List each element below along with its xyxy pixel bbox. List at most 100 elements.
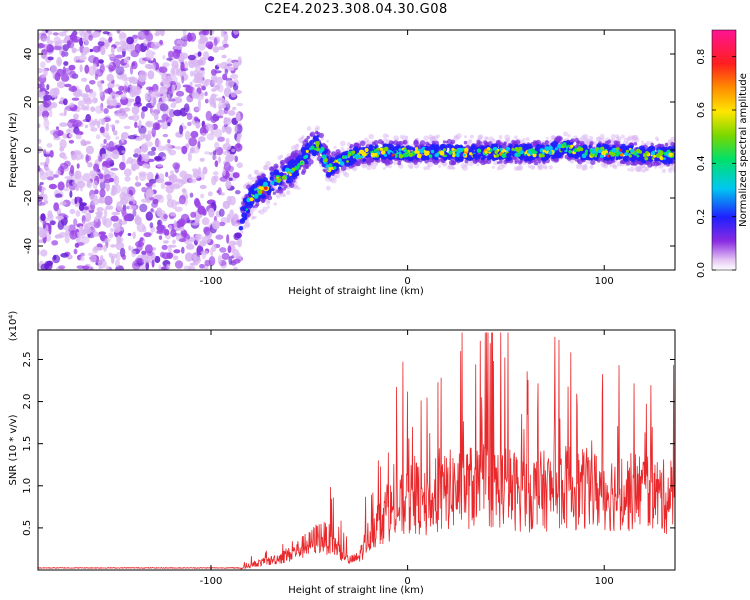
spectrogram-noise-blob bbox=[223, 161, 231, 172]
spectrogram-ridge-blob bbox=[479, 145, 484, 150]
spectrogram-ridge-core bbox=[562, 142, 567, 147]
spectrogram-noise-blob bbox=[59, 112, 66, 117]
spectrogram-noise-blob bbox=[109, 124, 115, 128]
spectrogram-ridge-blob bbox=[491, 138, 496, 143]
spectrogram-noise-blob bbox=[53, 202, 60, 212]
spectrogram-noise-blob bbox=[103, 207, 108, 218]
spectrogram-ridge-core bbox=[636, 148, 641, 153]
spectrogram-noise-blob bbox=[198, 57, 206, 66]
spectrogram-noise-blob bbox=[102, 244, 108, 252]
spectrogram-noise-blob bbox=[90, 106, 96, 112]
spectrogram-noise-blob bbox=[111, 184, 116, 193]
spectrogram-ridge-core bbox=[642, 153, 647, 158]
spectrogram-noise-blob bbox=[93, 65, 98, 73]
spectrogram-noise-blob bbox=[226, 234, 230, 244]
spectrogram-noise-blob bbox=[38, 123, 41, 129]
spectrogram-ridge-core bbox=[653, 154, 657, 158]
spectrogram-ridge-blob bbox=[405, 145, 412, 151]
spectrogram-ridge-blob bbox=[383, 167, 386, 170]
spectrogram-ridge-core bbox=[519, 150, 524, 155]
spectrogram-ridge-blob bbox=[262, 206, 268, 213]
spectrogram-ridge-core bbox=[322, 154, 325, 158]
spectrogram-noise-blob bbox=[166, 252, 173, 259]
spectrogram-noise-blob bbox=[177, 69, 181, 74]
spectrogram-ridge-blob bbox=[637, 157, 641, 161]
spectrogram-ridge-blob bbox=[339, 140, 346, 147]
spectrogram-ridge-blob bbox=[368, 133, 375, 140]
spectrogram-ridge-core bbox=[245, 208, 248, 211]
spectrogram-noise-blob bbox=[127, 233, 132, 236]
spectrogram-noise-blob bbox=[232, 106, 237, 111]
spectrogram-y-tick-label: 20 bbox=[23, 96, 34, 109]
spectrogram-noise-blob bbox=[154, 32, 160, 37]
spectrogram-noise-blob bbox=[64, 235, 70, 244]
spectrogram-noise-blob bbox=[73, 218, 78, 226]
spectrogram-noise-blob bbox=[199, 184, 207, 190]
spectrogram-noise-blob bbox=[179, 124, 184, 135]
spectrogram-ridge-core bbox=[320, 146, 325, 151]
spectrogram-noise-blob bbox=[118, 237, 124, 242]
spectrogram-ridge-blob bbox=[429, 145, 435, 150]
spectrogram-noise-blob bbox=[173, 220, 178, 230]
spectrogram-noise-blob bbox=[46, 143, 53, 148]
spectrogram-noise-blob bbox=[161, 97, 167, 103]
spectrogram-noise-blob bbox=[73, 155, 78, 159]
spectrogram-noise-blob bbox=[78, 30, 86, 36]
spectrogram-noise-blob bbox=[73, 248, 78, 255]
spectrogram-ridge-blob bbox=[490, 155, 495, 160]
spectrogram-ridge-core bbox=[296, 165, 300, 169]
spectrogram-noise-blob bbox=[225, 79, 234, 89]
spectrogram-ridge-blob bbox=[307, 163, 312, 167]
spectrogram-ridge-core bbox=[579, 147, 584, 152]
spectrogram-ridge-blob bbox=[331, 151, 337, 157]
spectrogram-ridge-core bbox=[263, 186, 268, 191]
spectrogram-noise-blob bbox=[59, 152, 66, 159]
spectrogram-noise-blob bbox=[165, 171, 169, 178]
spectrogram-ridge-core bbox=[285, 167, 290, 172]
spectrogram-noise-blob bbox=[116, 201, 123, 212]
spectrogram-noise-blob bbox=[115, 251, 121, 262]
spectrogram-noise-blob bbox=[210, 115, 218, 123]
spectrogram-ridge-blob bbox=[267, 195, 273, 201]
snr-marks bbox=[38, 332, 675, 570]
spectrogram-noise-blob bbox=[82, 46, 91, 54]
spectrogram-noise-blob bbox=[41, 110, 50, 119]
spectrogram-ridge-blob bbox=[491, 165, 495, 169]
spectrogram-noise-blob bbox=[42, 193, 48, 202]
spectrogram-noise-blob bbox=[221, 100, 229, 105]
spectrogram-ridge-blob bbox=[398, 140, 404, 146]
spectrogram-noise-blob bbox=[69, 102, 75, 108]
spectrogram-noise-blob bbox=[149, 222, 154, 229]
spectrogram-x-axis-label: Height of straight line (km) bbox=[288, 286, 424, 297]
spectrogram-noise-blob bbox=[236, 162, 243, 169]
spectrogram-noise-blob bbox=[43, 119, 50, 129]
snr-y-tick-label: 2.5 bbox=[22, 352, 33, 368]
spectrogram-noise-blob bbox=[38, 146, 42, 151]
spectrogram-noise-blob bbox=[211, 76, 217, 85]
spectrogram-ridge-blob bbox=[605, 155, 611, 161]
spectrogram-noise-blob bbox=[166, 57, 173, 61]
spectrogram-noise-blob bbox=[140, 110, 145, 120]
spectrogram-ridge-blob bbox=[275, 193, 281, 199]
spectrogram-noise-blob bbox=[166, 263, 171, 270]
spectrogram-ridge-core bbox=[304, 154, 309, 159]
spectrogram-noise-blob bbox=[168, 225, 173, 231]
spectrogram-noise-blob bbox=[49, 170, 54, 177]
spectrogram-noise-blob bbox=[154, 139, 162, 147]
spectrogram-noise-blob bbox=[145, 50, 155, 60]
spectrogram-ridge-blob bbox=[648, 145, 655, 151]
spectrogram-noise-blob bbox=[68, 224, 76, 233]
spectrogram-noise-blob bbox=[61, 50, 66, 58]
spectrogram-noise-blob bbox=[196, 72, 205, 81]
spectrogram-ridge-blob bbox=[328, 178, 333, 182]
spectrogram-ridge-core bbox=[469, 152, 473, 156]
spectrogram-noise-blob bbox=[157, 145, 166, 151]
spectrogram-ridge-blob bbox=[309, 154, 315, 160]
spectrogram-ridge-blob bbox=[498, 164, 505, 170]
spectrogram-noise-blob bbox=[161, 244, 168, 251]
spectrogram-noise-blob bbox=[229, 74, 239, 79]
spectrogram-noise-blob bbox=[171, 84, 176, 94]
spectrogram-ridge-blob bbox=[315, 125, 320, 131]
spectrogram-noise-blob bbox=[114, 259, 120, 267]
spectrogram-noise-blob bbox=[187, 219, 195, 224]
